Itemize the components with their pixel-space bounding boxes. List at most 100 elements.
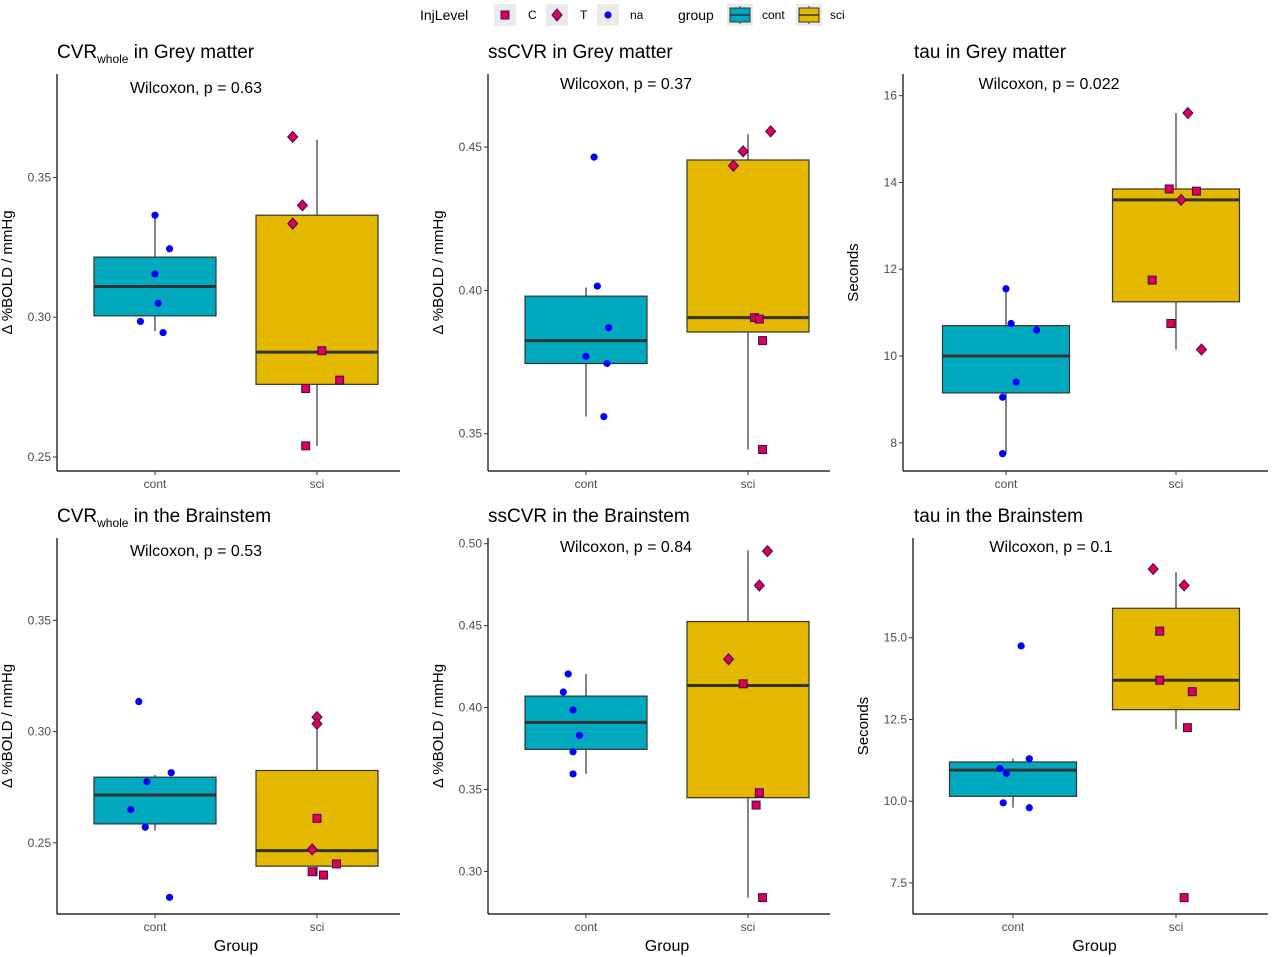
box-sci (1111, 188, 1241, 303)
y-tick-label: 12.5 (884, 712, 908, 726)
data-point-c (1179, 893, 1189, 903)
legend-diamond-marker (551, 8, 563, 22)
y-tick-label: 10.0 (884, 794, 908, 808)
data-point-na (136, 317, 145, 326)
x-tick-label: sci (1169, 477, 1184, 491)
wilcoxon-annotation: Wilcoxon, p = 0.53 (130, 543, 262, 560)
data-point-t (1175, 193, 1187, 207)
panel-title: ssCVR in the Brainstem (488, 506, 690, 527)
y-axis-label: Seconds (855, 697, 872, 755)
box-cont (941, 325, 1071, 394)
y-tick-label: 14 (884, 175, 898, 189)
x-axis-label: Group (645, 938, 690, 955)
chart-panel-4: CVRwhole in the Brainstem Wilcoxon, p = 0… (0, 506, 400, 955)
x-tick-label: sci (741, 477, 756, 491)
data-point-c (1166, 318, 1176, 328)
data-point-na (151, 270, 159, 278)
panel-title-subscript: whole (96, 52, 129, 66)
x-axis-label: Group (214, 938, 259, 955)
x-tick-label: sci (741, 920, 756, 934)
data-point-na (1017, 642, 1025, 650)
data-point-t (737, 145, 749, 158)
wilcoxon-annotation: Wilcoxon, p = 0.022 (979, 76, 1120, 93)
y-axis-label: Δ %BOLD / mmHg (0, 210, 16, 334)
panel-title: CVRwhole in the Brainstem (57, 506, 271, 530)
wilcoxon-annotation: Wilcoxon, p = 0.37 (560, 76, 692, 93)
y-axis-label: Seconds (845, 243, 862, 301)
data-point-t (753, 579, 766, 592)
data-point-na (165, 893, 174, 901)
y-tick-label: 8 (890, 436, 897, 450)
y-tick-label: 0.30 (28, 725, 52, 739)
legend-injlevel-c: C (528, 8, 537, 22)
y-tick-label: 0.35 (459, 427, 483, 441)
data-point-na (159, 329, 167, 337)
data-point-na (135, 697, 143, 706)
legend-group-title: group (678, 7, 714, 23)
data-point-t (287, 130, 299, 144)
y-tick-label: 12 (884, 262, 898, 276)
data-point-c (754, 314, 764, 324)
data-point-c (318, 870, 328, 880)
data-point-na (151, 211, 159, 219)
panel-title-rest: in the Brainstem (128, 506, 271, 527)
data-point-na (569, 770, 577, 778)
data-point-na (569, 748, 577, 756)
legend-group-sci: sci (830, 8, 845, 22)
data-point-c (335, 375, 345, 385)
data-point-c (758, 445, 768, 455)
data-point-t (311, 717, 323, 731)
box-cont (524, 295, 648, 365)
box-sci (1111, 607, 1241, 711)
data-point-na (1025, 755, 1033, 763)
data-point-t (727, 159, 740, 172)
data-point-na (569, 706, 577, 714)
x-tick-label: cont (575, 477, 598, 491)
data-point-t (1147, 562, 1159, 576)
data-point-na (1007, 319, 1015, 328)
panel-title-main: CVR (57, 506, 97, 527)
data-point-c (1191, 186, 1201, 196)
data-point-na (1002, 285, 1010, 293)
x-tick-label: cont (575, 920, 598, 934)
y-tick-label: 0.25 (28, 836, 52, 850)
data-point-na (1025, 804, 1033, 812)
data-point-c (758, 893, 768, 903)
legend-circle-marker (604, 11, 612, 19)
data-point-c (738, 679, 748, 689)
x-tick-label: cont (995, 477, 1018, 491)
data-point-na (154, 299, 162, 307)
data-point-na (127, 805, 135, 814)
data-point-na (590, 153, 598, 161)
panel-title-main: ssCVR in the Brainstem (488, 506, 690, 527)
x-tick-label: sci (1169, 920, 1184, 934)
data-point-na (1012, 378, 1020, 386)
legend-group-cont: cont (762, 8, 785, 22)
box-sci (686, 620, 810, 799)
x-tick-label: sci (310, 920, 325, 934)
chart-panel-5: ssCVR in the Brainstem Wilcoxon, p = 0.84… (430, 506, 830, 955)
x-tick-label: cont (1002, 920, 1025, 934)
data-point-c (751, 800, 761, 810)
y-tick-label: 0.35 (28, 613, 52, 627)
legend-injlevel-t: T (580, 8, 588, 22)
y-tick-label: 0.45 (459, 140, 483, 154)
data-point-na (996, 764, 1004, 773)
data-point-c (754, 788, 764, 798)
box-cont (948, 761, 1078, 797)
x-tick-label: sci (310, 477, 325, 491)
y-tick-label: 0.35 (28, 170, 52, 184)
data-point-t (1178, 579, 1190, 592)
wilcoxon-annotation: Wilcoxon, p = 0.84 (560, 539, 692, 556)
panel-title-main: tau in Grey matter (914, 42, 1067, 63)
y-tick-label: 0.25 (28, 450, 52, 464)
data-point-na (1033, 326, 1041, 334)
data-point-c (1155, 675, 1165, 685)
data-point-c (758, 336, 768, 346)
data-point-na (141, 823, 149, 831)
y-tick-label: 0.35 (459, 782, 483, 796)
panel-title: tau in the Brainstem (914, 506, 1083, 527)
panel-title-main: tau in the Brainstem (914, 506, 1083, 527)
data-point-t (1195, 343, 1208, 356)
